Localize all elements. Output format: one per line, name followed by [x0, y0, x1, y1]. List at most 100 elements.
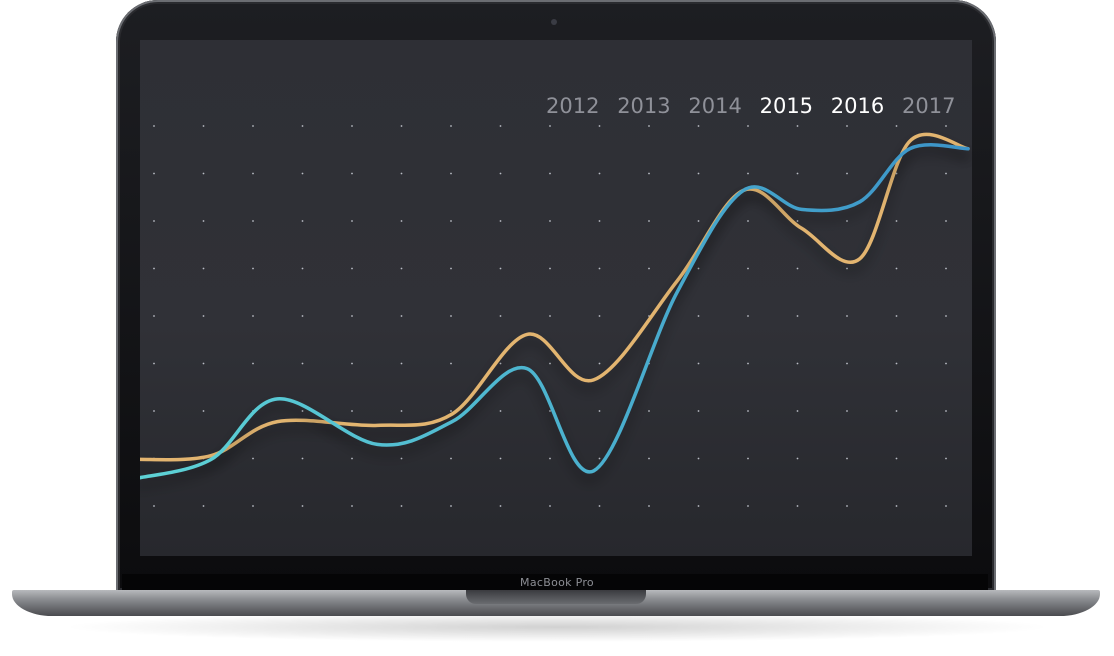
grid-dot	[153, 267, 155, 270]
grid-dot	[945, 315, 947, 317]
grid-dot	[895, 362, 898, 365]
grid-dot	[598, 172, 601, 175]
grid-dot	[252, 362, 254, 365]
grid-dot	[450, 505, 452, 507]
grid-dot	[450, 125, 452, 127]
year-tick-label[interactable]: 2017	[902, 94, 955, 118]
grid-dot	[351, 457, 353, 460]
grid-dot	[945, 505, 947, 507]
grid-dot	[549, 267, 551, 270]
grid-dot	[153, 220, 155, 222]
grid-dot	[301, 172, 304, 175]
grid-dot	[895, 267, 898, 270]
grid-dot	[450, 410, 452, 412]
grid-dot	[796, 267, 799, 270]
year-tick-label[interactable]: 2015	[760, 94, 813, 118]
grid-dot	[202, 267, 205, 270]
grid-dot	[351, 267, 353, 270]
grid-dot	[549, 172, 551, 175]
grid-dot	[945, 457, 947, 460]
grid-dot	[648, 172, 650, 175]
laptop-screen: 2012 2013 2014 2015 2016 2017	[140, 40, 972, 556]
grid-dot	[648, 410, 650, 412]
grid-dot	[796, 125, 799, 127]
series-line-gold	[140, 132, 970, 462]
grid-dot	[549, 125, 551, 127]
grid-dot	[697, 457, 700, 460]
grid-dot	[499, 362, 502, 365]
grid-dot	[351, 315, 353, 317]
grid-dot	[697, 315, 700, 317]
grid-dot	[846, 505, 848, 507]
grid-dot	[499, 220, 502, 222]
grid-dot	[499, 267, 502, 270]
year-tick-label[interactable]: 2014	[688, 94, 741, 118]
grid-dot	[598, 315, 601, 317]
year-tick-label[interactable]: 2016	[831, 94, 884, 118]
grid-dot	[895, 505, 898, 507]
grid-dot	[796, 220, 799, 222]
grid-dot	[252, 220, 254, 222]
grid-dot	[400, 505, 403, 507]
grid-dot	[846, 172, 848, 175]
grid-dot	[351, 362, 353, 365]
grid-dot	[153, 505, 155, 507]
grid-dot	[648, 220, 650, 222]
grid-dot	[450, 172, 452, 175]
grid-dot	[202, 410, 205, 412]
grid-dot	[153, 315, 155, 317]
grid-dot	[895, 172, 898, 175]
grid-dot	[598, 505, 601, 507]
grid-dot	[301, 362, 304, 365]
grid-dot	[697, 362, 700, 365]
grid-dot	[400, 457, 403, 460]
year-tick-label[interactable]: 2012	[546, 94, 599, 118]
grid-dot	[697, 267, 700, 270]
grid-dot	[796, 315, 799, 317]
grid-dot	[796, 362, 799, 365]
year-tick-label[interactable]: 2013	[617, 94, 670, 118]
grid-dot	[499, 125, 502, 127]
grid-dot	[400, 172, 403, 175]
year-tick-labels: 2012 2013 2014 2015 2016 2017	[546, 94, 955, 118]
grid-dot	[747, 172, 749, 175]
grid-dot	[549, 315, 551, 317]
grid-dot	[895, 125, 898, 127]
grid-dot	[153, 172, 155, 175]
brand-label: MacBook Pro	[520, 576, 594, 589]
camera-icon	[551, 19, 557, 25]
grid-dot	[895, 315, 898, 317]
grid-dot	[400, 410, 403, 412]
grid-dot	[252, 267, 254, 270]
grid-dot	[400, 315, 403, 317]
grid-dot	[598, 362, 601, 365]
grid-dot	[945, 362, 947, 365]
grid-dot	[895, 220, 898, 222]
grid-dot	[648, 267, 650, 270]
grid-dot	[301, 315, 304, 317]
grid-dot	[499, 410, 502, 412]
grid-dot	[945, 220, 947, 222]
grid-dot	[747, 410, 749, 412]
grid-dot	[697, 172, 700, 175]
grid-dot	[499, 457, 502, 460]
grid-dot	[301, 267, 304, 270]
grid-dot	[598, 125, 601, 127]
grid-dot	[648, 125, 650, 127]
grid-dot	[648, 457, 650, 460]
grid-dot	[598, 457, 601, 460]
screen-bezel-chin	[122, 574, 988, 592]
grid-dot	[400, 362, 403, 365]
grid-dot	[301, 220, 304, 222]
grid-dot	[747, 362, 749, 365]
grid-dot	[153, 125, 155, 127]
grid-dot	[400, 220, 403, 222]
grid-dot	[252, 315, 254, 317]
grid-dot	[846, 315, 848, 317]
grid-dot	[747, 457, 749, 460]
grid-dot	[301, 125, 304, 127]
grid-dot	[499, 315, 502, 317]
grid-dot	[747, 125, 749, 127]
grid-dot	[598, 267, 601, 270]
grid-dot	[202, 362, 205, 365]
